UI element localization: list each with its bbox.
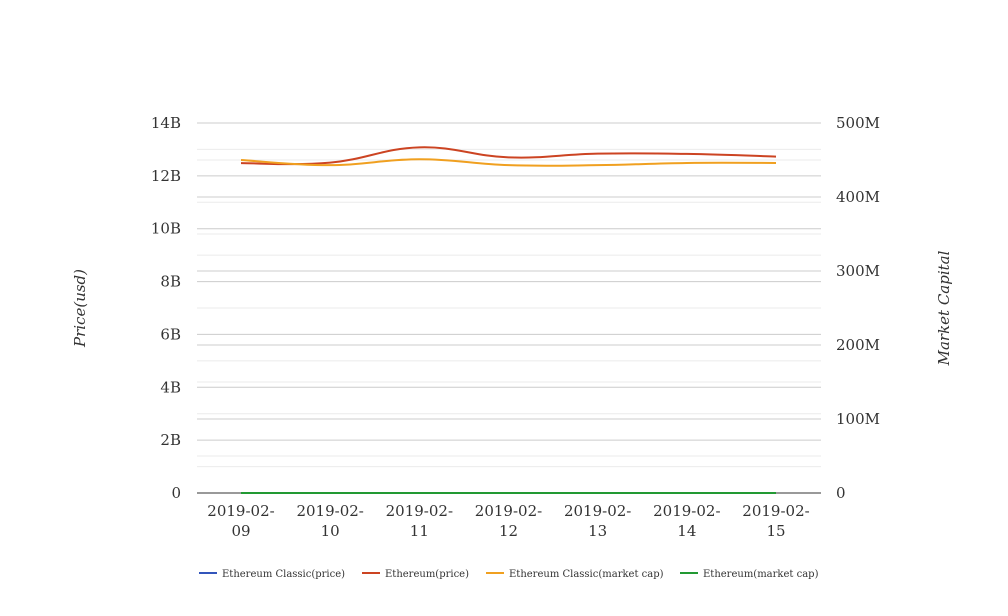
x-tick-label: 2019-02-09 — [207, 502, 274, 540]
x-tick-label: 2019-02-13 — [564, 502, 631, 540]
left-tick-label: 6B — [160, 325, 181, 343]
left-axis-ticks: 0 2B 4B 6B 8B 10B 12B 14B — [151, 114, 181, 502]
x-tick-label: 2019-02-11 — [386, 502, 453, 540]
left-tick-label: 0 — [171, 484, 181, 502]
left-tick-label: 8B — [160, 273, 181, 291]
left-tick-label: 2B — [160, 431, 181, 449]
left-tick-label: 10B — [151, 220, 181, 238]
series-lines — [240, 146, 777, 495]
left-tick-label: 14B — [151, 114, 181, 132]
legend-item-ethereum-classic-price[interactable]: Ethereum Classic(price) — [199, 569, 345, 580]
right-tick-label: 100M — [836, 410, 880, 428]
series-line-ethereum-classic-market-cap — [240, 158, 777, 167]
series-line-ethereum-price — [240, 146, 777, 166]
x-tick-label: 2019-02-14 — [653, 502, 720, 540]
x-tick-label: 2019-02-10 — [296, 502, 363, 540]
legend-label: Ethereum Classic(price) — [222, 569, 345, 580]
right-tick-label: 200M — [836, 336, 880, 354]
left-tick-label: 4B — [160, 378, 181, 396]
legend-label: Ethereum(price) — [385, 569, 469, 580]
left-axis-title: Price(usd) — [71, 269, 89, 348]
left-tick-label: 12B — [151, 167, 181, 185]
right-tick-label: 0 — [836, 484, 846, 502]
right-axis-title: Market Capital — [935, 250, 953, 366]
x-axis-ticks: 2019-02-09 2019-02-10 2019-02-11 2019-02-12… — [207, 502, 809, 540]
gridlines — [197, 122, 821, 468]
legend-item-ethereum-price[interactable]: Ethereum(price) — [362, 569, 469, 580]
legend-item-ethereum-market-cap[interactable]: Ethereum(market cap) — [680, 569, 819, 580]
legend-label: Ethereum(market cap) — [703, 569, 819, 580]
x-tick-label: 2019-02-15 — [742, 502, 809, 540]
legend-item-ethereum-classic-market-cap[interactable]: Ethereum Classic(market cap) — [486, 569, 664, 580]
legend-label: Ethereum Classic(market cap) — [509, 569, 664, 580]
right-tick-label: 400M — [836, 188, 880, 206]
right-axis-ticks: 0 100M 200M 300M 400M 500M — [836, 114, 880, 502]
right-tick-label: 500M — [836, 114, 880, 132]
x-tick-label: 2019-02-12 — [475, 502, 542, 540]
legend[interactable]: Ethereum Classic(price) Ethereum(price) Et… — [199, 569, 819, 580]
right-tick-label: 300M — [836, 262, 880, 280]
